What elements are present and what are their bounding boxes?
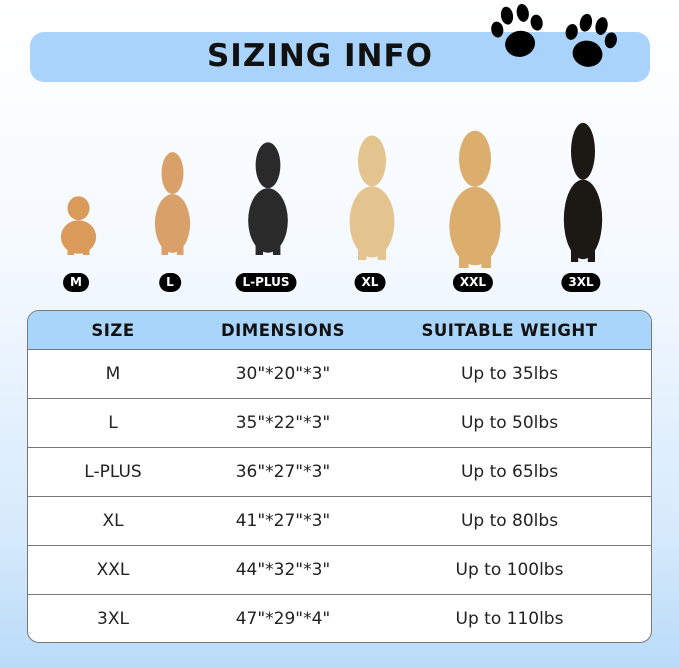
dog-image (449, 130, 501, 268)
cell-size: L (108, 413, 118, 433)
paw-print-icon (565, 13, 617, 67)
cell-weight: Up to 50lbs (460, 413, 559, 433)
table-row: L-PLUS 36"*27"*3" Up to 65lbs (28, 447, 651, 496)
cell-size: 3XL (97, 609, 129, 629)
size-badge: 3XL (561, 273, 601, 292)
table-row: XXL 44"*32"*3" Up to 100lbs (28, 545, 651, 594)
paw-print-icon (491, 3, 543, 57)
dog-image (60, 196, 96, 255)
cell-weight: Up to 80lbs (460, 511, 559, 531)
size-badge: L (159, 273, 181, 292)
header-dimensions: DIMENSIONS (220, 320, 346, 340)
dog-image (349, 135, 395, 260)
sizing-table: SIZE DIMENSIONS SUITABLE WEIGHT M 30"*20"… (27, 310, 652, 643)
table-row: L 35"*22"*3" Up to 50lbs (28, 398, 651, 447)
size-badge: XL (354, 273, 386, 292)
cell-dimensions: 36"*27"*3" (235, 462, 331, 482)
table-row: 3XL 47"*29"*4" Up to 110lbs (28, 594, 651, 642)
header-size: SIZE (91, 320, 135, 340)
title-banner: SIZING INFO (30, 32, 650, 82)
cell-weight: Up to 35lbs (460, 364, 559, 384)
cell-dimensions: 47"*29"*4" (235, 609, 331, 629)
cell-size: XL (102, 511, 124, 531)
header-weight: SUITABLE WEIGHT (421, 320, 598, 340)
cell-size: L-PLUS (84, 462, 142, 482)
dog-image (563, 122, 603, 262)
dog-image (248, 142, 288, 255)
table-header: SIZE DIMENSIONS SUITABLE WEIGHT (28, 311, 651, 349)
cell-dimensions: 44"*32"*3" (235, 560, 331, 580)
cell-dimensions: 35"*22"*3" (235, 413, 331, 433)
cell-dimensions: 41"*27"*3" (235, 511, 331, 531)
cell-size: M (105, 364, 121, 384)
cell-size: XXL (96, 560, 130, 580)
size-badge: XXL (452, 273, 494, 292)
size-badge: M (63, 273, 89, 292)
cell-weight: Up to 100lbs (455, 560, 564, 580)
dog-image (154, 152, 190, 255)
table-row: XL 41"*27"*3" Up to 80lbs (28, 496, 651, 545)
page-title: SIZING INFO (206, 38, 434, 74)
cell-weight: Up to 65lbs (460, 462, 559, 482)
size-badge: L-PLUS (235, 273, 297, 292)
cell-weight: Up to 110lbs (455, 609, 564, 629)
cell-dimensions: 30"*20"*3" (235, 364, 331, 384)
table-row: M 30"*20"*3" Up to 35lbs (28, 349, 651, 398)
